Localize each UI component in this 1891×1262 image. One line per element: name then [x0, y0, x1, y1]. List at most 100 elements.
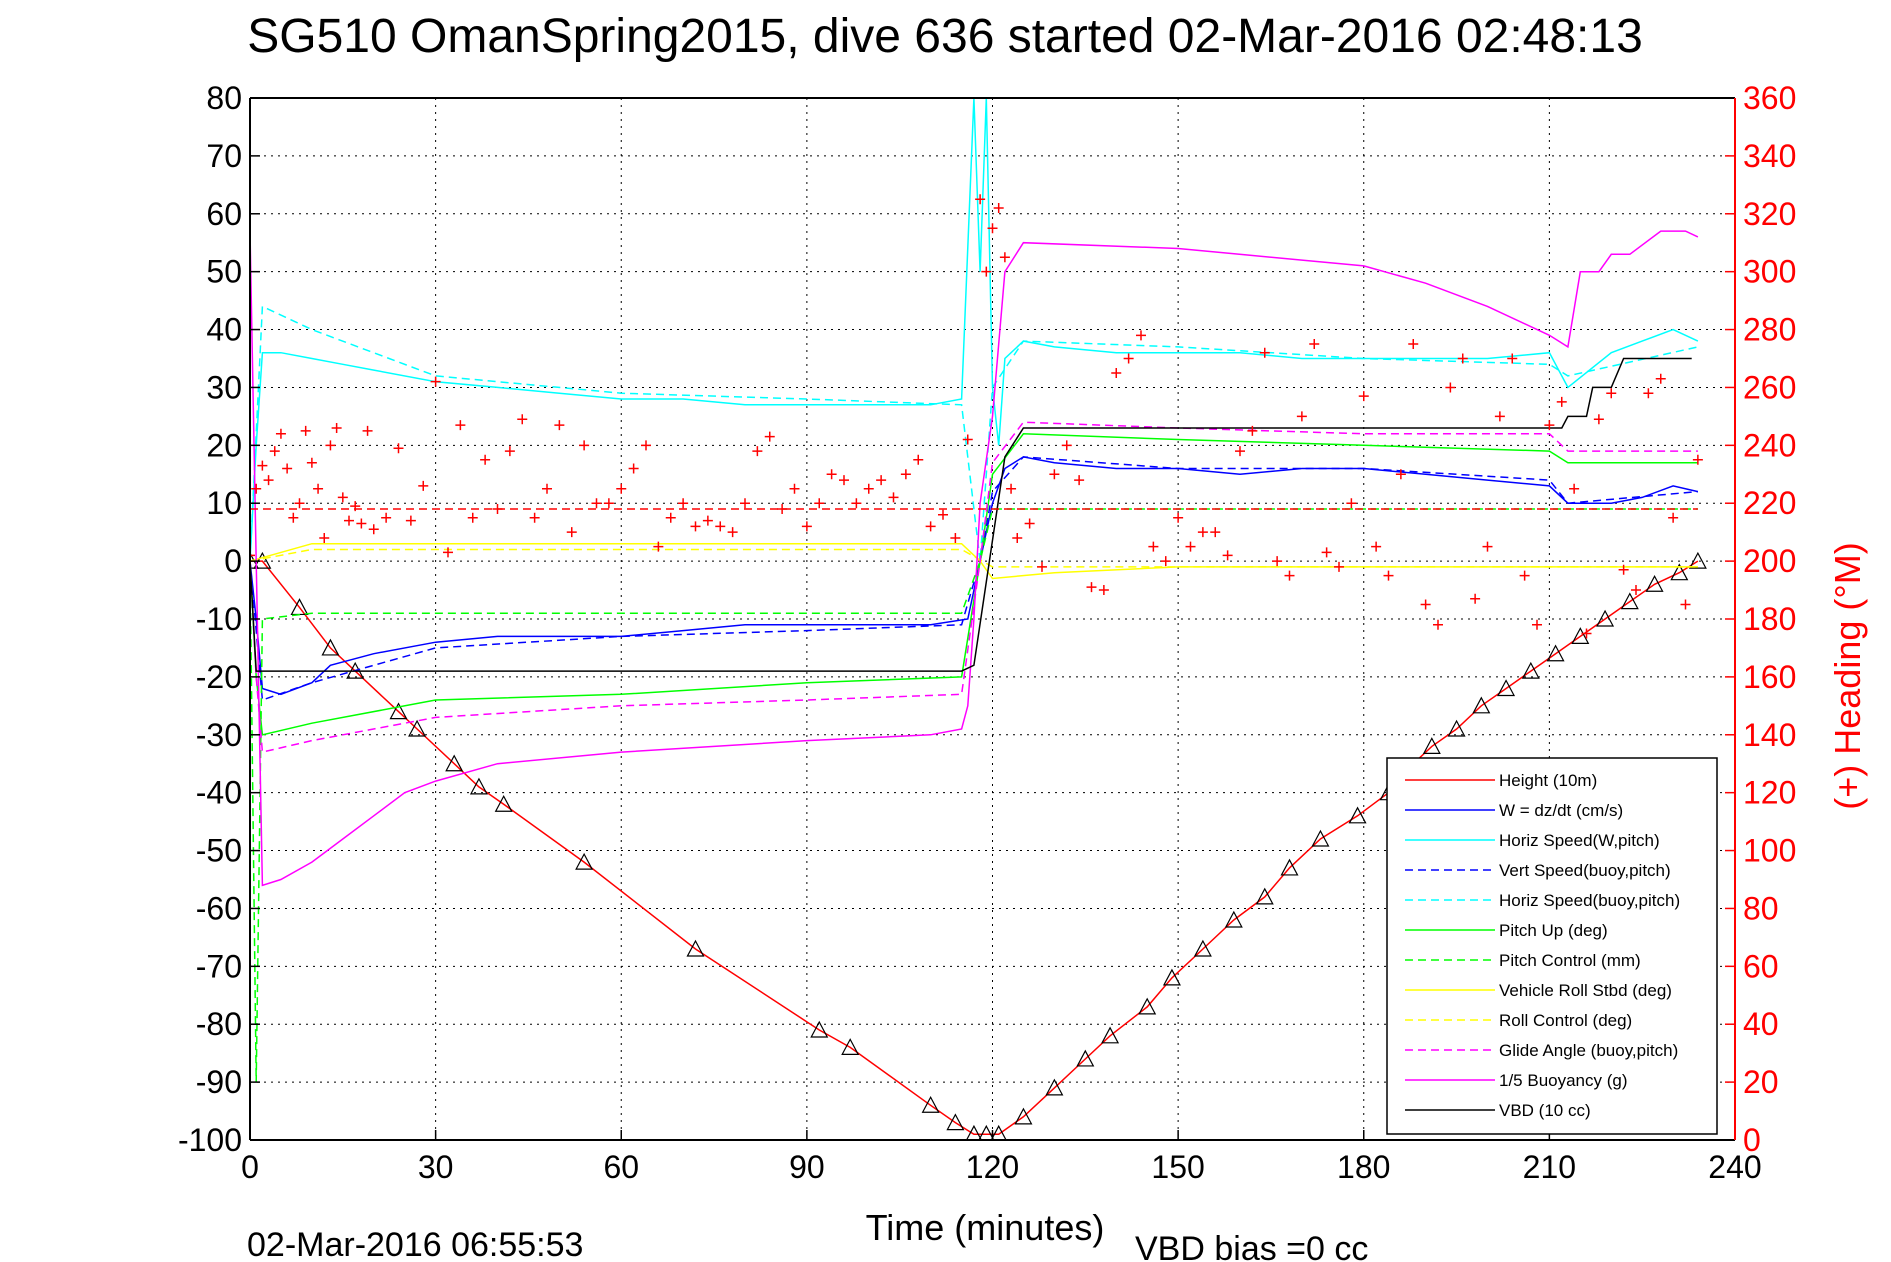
right-tick-label: 100: [1743, 833, 1796, 869]
height-marker: [321, 638, 340, 656]
y-tick-label: -50: [196, 833, 242, 869]
right-tick-label: 180: [1743, 601, 1796, 637]
y-tick-label: 60: [206, 196, 242, 232]
heading-point: [325, 440, 336, 451]
heading-point: [1519, 570, 1530, 581]
heading-point: [1247, 425, 1258, 436]
heading-point: [356, 518, 367, 529]
heading-point: [1408, 339, 1419, 350]
heading-point: [1136, 330, 1146, 341]
heading-point: [1123, 353, 1134, 364]
heading-point: [690, 521, 701, 532]
legend: Height (10m) W = dz/dt (cm/s) Horiz Speed(…: [1386, 757, 1718, 1135]
legend-label: Vehicle Roll Stbd (deg): [1499, 981, 1672, 1000]
height-marker: [1255, 887, 1274, 905]
heading-point: [641, 440, 651, 451]
legend-label: Height (10m): [1499, 771, 1597, 790]
series-line-pitch-control-mm: [250, 508, 1698, 1083]
heading-point: [1593, 414, 1604, 425]
height-marker: [494, 794, 513, 812]
height-marker: [1571, 627, 1590, 644]
heading-point: [344, 515, 354, 526]
height-marker: [469, 777, 488, 795]
heading-point: [1210, 527, 1221, 538]
heading-point: [542, 483, 552, 494]
axis-ticks: 0 30 60 90 120 150 180 210 24080706050403020100-…: [178, 80, 1796, 1185]
right-tick-label: 240: [1743, 427, 1796, 463]
heading-point: [801, 521, 812, 532]
heading-point: [616, 483, 627, 494]
height-marker: [1422, 737, 1441, 754]
height-marker: [1447, 719, 1466, 737]
series-line-horiz-speed-w-pitch: [250, 98, 1699, 562]
y-tick-label: -80: [196, 1006, 242, 1042]
right-tick-label: 360: [1743, 80, 1796, 116]
heading-point: [975, 194, 986, 205]
heading-point: [999, 252, 1010, 263]
heading-point: [1160, 556, 1171, 567]
legend-label: W = dz/dt (cm/s): [1499, 801, 1623, 820]
heading-point: [826, 469, 837, 480]
heading-point: [306, 457, 317, 468]
heading-point: [814, 498, 825, 509]
right-tick-label: 0: [1743, 1122, 1761, 1158]
heading-point: [851, 498, 862, 509]
heading-point: [566, 527, 577, 538]
heading-point: [1334, 561, 1344, 572]
chart-title: SG510 OmanSpring2015, dive 636 started 0…: [247, 10, 1643, 63]
y-tick-label: 30: [206, 369, 242, 405]
legend-label: 1/5 Buoyancy (g): [1499, 1071, 1628, 1090]
heading-point: [269, 446, 280, 457]
heading-point: [1556, 396, 1567, 407]
right-tick-label: 40: [1743, 1006, 1779, 1042]
heading-point: [1668, 512, 1679, 523]
heading-point: [777, 504, 788, 515]
heading-point: [1655, 373, 1666, 384]
x-tick-label: 180: [1337, 1149, 1390, 1185]
right-tick-label: 160: [1743, 659, 1796, 695]
heading-point: [981, 266, 992, 277]
height-marker: [1224, 910, 1243, 928]
x-tick-label: 90: [789, 1149, 825, 1185]
legend-label: Glide Angle (buoy,pitch): [1499, 1041, 1678, 1060]
heading-point: [1643, 388, 1654, 399]
heading-point: [962, 434, 973, 445]
heading-point: [443, 547, 453, 558]
heading-point: [1358, 391, 1369, 402]
heading-point: [1321, 547, 1332, 558]
heading-point: [1296, 411, 1307, 422]
legend-label: VBD (10 cc): [1499, 1101, 1591, 1120]
legend-box: [1386, 757, 1718, 1135]
heading-point: [678, 498, 689, 509]
right-tick-label: 80: [1743, 890, 1779, 926]
height-marker: [946, 1113, 965, 1131]
heading-point: [876, 475, 887, 486]
height-marker: [1138, 997, 1157, 1015]
heading-point: [1532, 619, 1542, 630]
height-marker: [1688, 551, 1707, 569]
height-marker: [1280, 858, 1299, 876]
height-marker: [1014, 1107, 1033, 1125]
heading-point: [1482, 541, 1493, 552]
heading-point: [319, 532, 330, 543]
heading-point: [740, 498, 750, 509]
heading-point: [492, 504, 503, 515]
heading-point: [1284, 570, 1295, 581]
heading-point: [1012, 532, 1023, 543]
heading-point: [579, 440, 590, 451]
heading-point: [368, 524, 379, 535]
x-tick-label: 150: [1151, 1149, 1204, 1185]
heading-point: [418, 480, 429, 491]
heading-point: [1457, 353, 1468, 364]
heading-point: [1569, 483, 1580, 494]
y-tick-label: 20: [206, 427, 242, 463]
heading-point: [653, 541, 664, 552]
heading-point: [1581, 628, 1592, 639]
heading-point: [313, 483, 324, 494]
height-marker: [990, 1124, 1007, 1140]
legend-label: Pitch Up (deg): [1499, 921, 1608, 940]
y-tick-label: 10: [206, 485, 242, 521]
series-line-horiz-speed-buoy-pitch: [250, 305, 1699, 562]
y-tick-label: -20: [196, 659, 242, 695]
